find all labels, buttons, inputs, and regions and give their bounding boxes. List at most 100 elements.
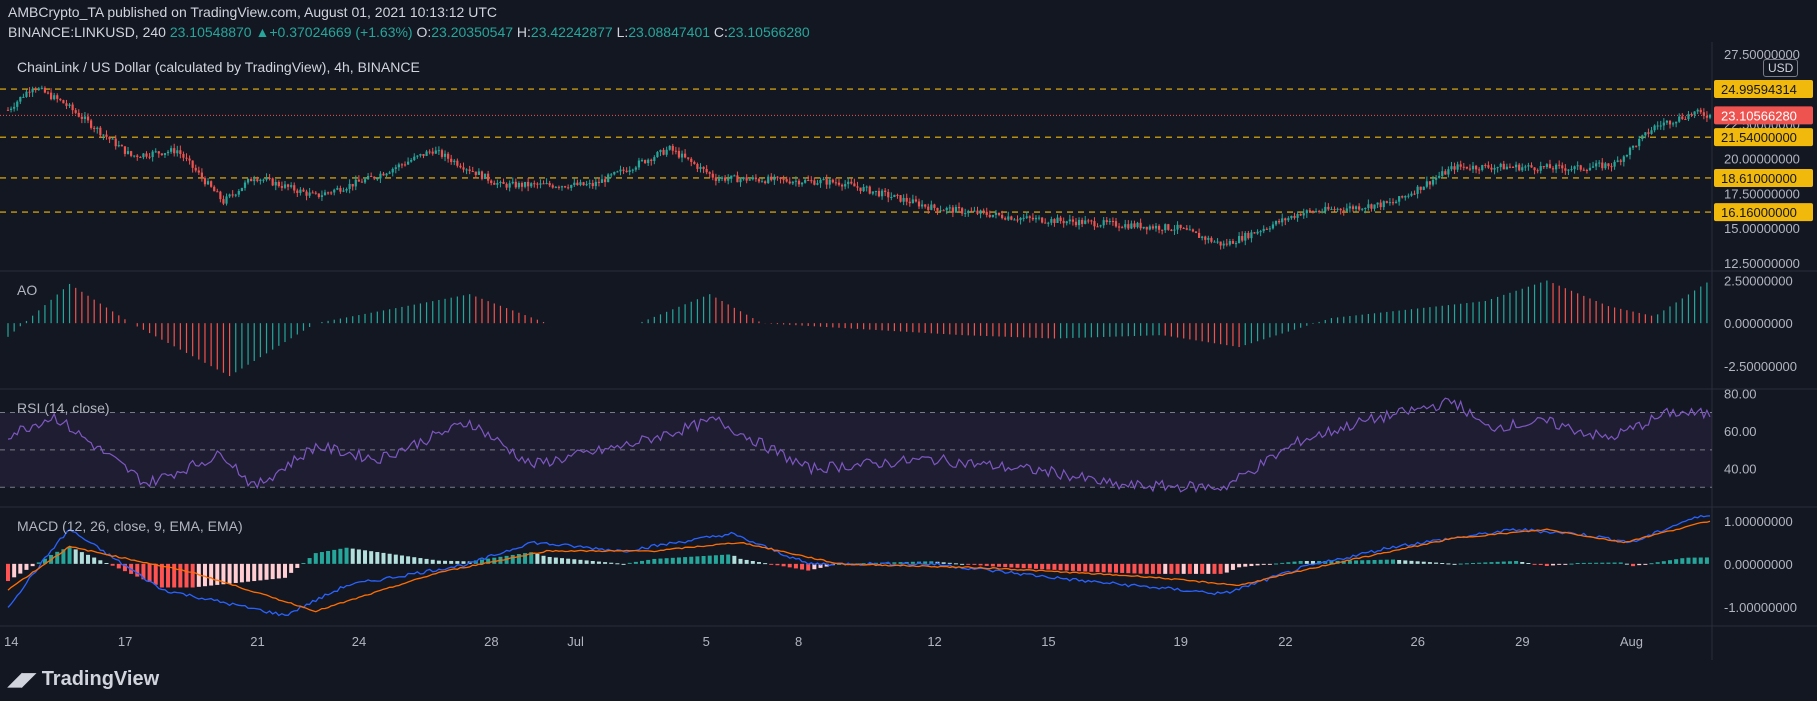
candle-body bbox=[1610, 166, 1613, 168]
candle-body bbox=[1576, 165, 1579, 167]
candle-body bbox=[1028, 216, 1031, 218]
candle-body bbox=[37, 88, 40, 91]
candle-body bbox=[453, 160, 456, 163]
candle-body bbox=[1481, 165, 1484, 171]
candle-body bbox=[130, 151, 133, 156]
rsi-pane-label[interactable]: RSI (14, close) bbox=[17, 400, 110, 416]
publisher-name[interactable]: AMBCrypto_TA bbox=[8, 4, 104, 20]
candle-body bbox=[976, 210, 979, 214]
macd-histogram-bar bbox=[529, 552, 534, 564]
candle-body bbox=[1148, 226, 1151, 230]
candle-body bbox=[1505, 166, 1508, 170]
macd-histogram-bar bbox=[1077, 563, 1082, 572]
price-axis-tick: 27.50000000 bbox=[1724, 47, 1800, 62]
candle-body bbox=[1130, 223, 1133, 229]
candle-body bbox=[1204, 236, 1207, 240]
macd-histogram-bar bbox=[1298, 560, 1303, 564]
ohlc-line: BINANCE:LINKUSD, 240 23.10548870 ▲+0.370… bbox=[8, 24, 810, 40]
macd-histogram-bar bbox=[1187, 563, 1192, 574]
candle-body bbox=[650, 159, 653, 162]
candle-body bbox=[616, 171, 619, 173]
macd-histogram-bar bbox=[1249, 563, 1254, 567]
macd-histogram-bar bbox=[535, 553, 540, 564]
symbol-text[interactable]: BINANCE:LINKUSD, 240 bbox=[8, 24, 166, 40]
last-price-label-bg bbox=[1714, 106, 1813, 125]
candle-body bbox=[1145, 226, 1148, 230]
macd-histogram-bar bbox=[344, 547, 349, 564]
candle-body bbox=[163, 153, 167, 156]
candle-body bbox=[560, 186, 564, 188]
macd-histogram-bar bbox=[399, 555, 404, 564]
candle-body bbox=[1699, 109, 1702, 113]
macd-histogram-bar bbox=[572, 559, 577, 564]
candle-body bbox=[847, 181, 850, 185]
macd-histogram-bar bbox=[1680, 558, 1685, 564]
candle-body bbox=[1127, 224, 1130, 229]
candle-body bbox=[1244, 232, 1247, 241]
candle-body bbox=[982, 210, 985, 212]
candle-body bbox=[1124, 224, 1127, 228]
candle-body bbox=[1687, 114, 1690, 120]
macd-histogram-bar bbox=[516, 554, 521, 564]
candle-body bbox=[1502, 163, 1505, 170]
currency-badge[interactable]: USD bbox=[1763, 59, 1799, 77]
candle-body bbox=[711, 173, 714, 178]
candle-body bbox=[1465, 166, 1468, 169]
candle-body bbox=[637, 160, 641, 168]
candle-body bbox=[628, 170, 631, 172]
macd-histogram-bar bbox=[787, 563, 792, 568]
candle-body bbox=[1327, 206, 1330, 210]
candle-body bbox=[868, 186, 871, 194]
macd-axis-tick: -1.00000000 bbox=[1724, 600, 1797, 615]
candle-body bbox=[1210, 237, 1213, 242]
macd-histogram-bar bbox=[824, 563, 829, 567]
candle-body bbox=[693, 161, 696, 164]
candle-body bbox=[1222, 243, 1225, 246]
macd-pane-label[interactable]: MACD (12, 26, close, 9, EMA, EMA) bbox=[17, 518, 243, 534]
macd-histogram-bar bbox=[1427, 562, 1432, 564]
candle-body bbox=[539, 183, 542, 185]
macd-histogram-bar bbox=[1181, 563, 1186, 574]
candle-body bbox=[585, 184, 588, 186]
macd-histogram-bar bbox=[1458, 563, 1463, 565]
macd-histogram-bar bbox=[1544, 563, 1549, 566]
macd-histogram-bar bbox=[332, 549, 337, 564]
change-text: +0.37024669 (+1.63%) bbox=[269, 24, 413, 40]
candle-body bbox=[382, 173, 385, 176]
candle-body bbox=[699, 166, 702, 169]
candle-body bbox=[117, 145, 120, 147]
macd-histogram-bar bbox=[584, 560, 589, 564]
candle-body bbox=[391, 168, 394, 173]
candle-body bbox=[1290, 215, 1293, 219]
macd-histogram-bar bbox=[1052, 563, 1057, 570]
candle-body bbox=[1434, 177, 1438, 180]
low-label: L: bbox=[616, 24, 629, 40]
candle-body bbox=[948, 207, 951, 209]
chart-title: ChainLink / US Dollar (calculated by Tra… bbox=[17, 59, 420, 75]
macd-histogram-bar bbox=[1064, 563, 1069, 571]
candle-body bbox=[988, 214, 991, 217]
candle-body bbox=[1241, 236, 1244, 241]
candle-body bbox=[871, 191, 874, 194]
level-label: 16.16000000 bbox=[1721, 205, 1797, 220]
macd-histogram-bar bbox=[1157, 563, 1162, 574]
candle-body bbox=[1293, 215, 1296, 218]
candle-body bbox=[496, 183, 499, 185]
ao-pane-label[interactable]: AO bbox=[17, 282, 38, 298]
candle-body bbox=[40, 87, 43, 89]
tradingview-brand[interactable]: ◢◤ TradingView bbox=[8, 668, 159, 691]
candle-body bbox=[385, 173, 388, 176]
candle-body bbox=[126, 151, 130, 154]
candle-body bbox=[308, 192, 311, 196]
macd-histogram-bar bbox=[1631, 563, 1636, 567]
candle-body bbox=[1659, 125, 1662, 127]
macd-histogram-bar bbox=[590, 560, 595, 564]
candle-body bbox=[1708, 114, 1712, 118]
macd-histogram-bar bbox=[676, 557, 681, 564]
macd-histogram-bar bbox=[282, 563, 287, 578]
macd-histogram-bar bbox=[689, 556, 694, 564]
macd-histogram-bar bbox=[861, 563, 866, 565]
candle-body bbox=[884, 190, 887, 192]
ao-axis-tick: 2.50000000 bbox=[1724, 274, 1793, 289]
